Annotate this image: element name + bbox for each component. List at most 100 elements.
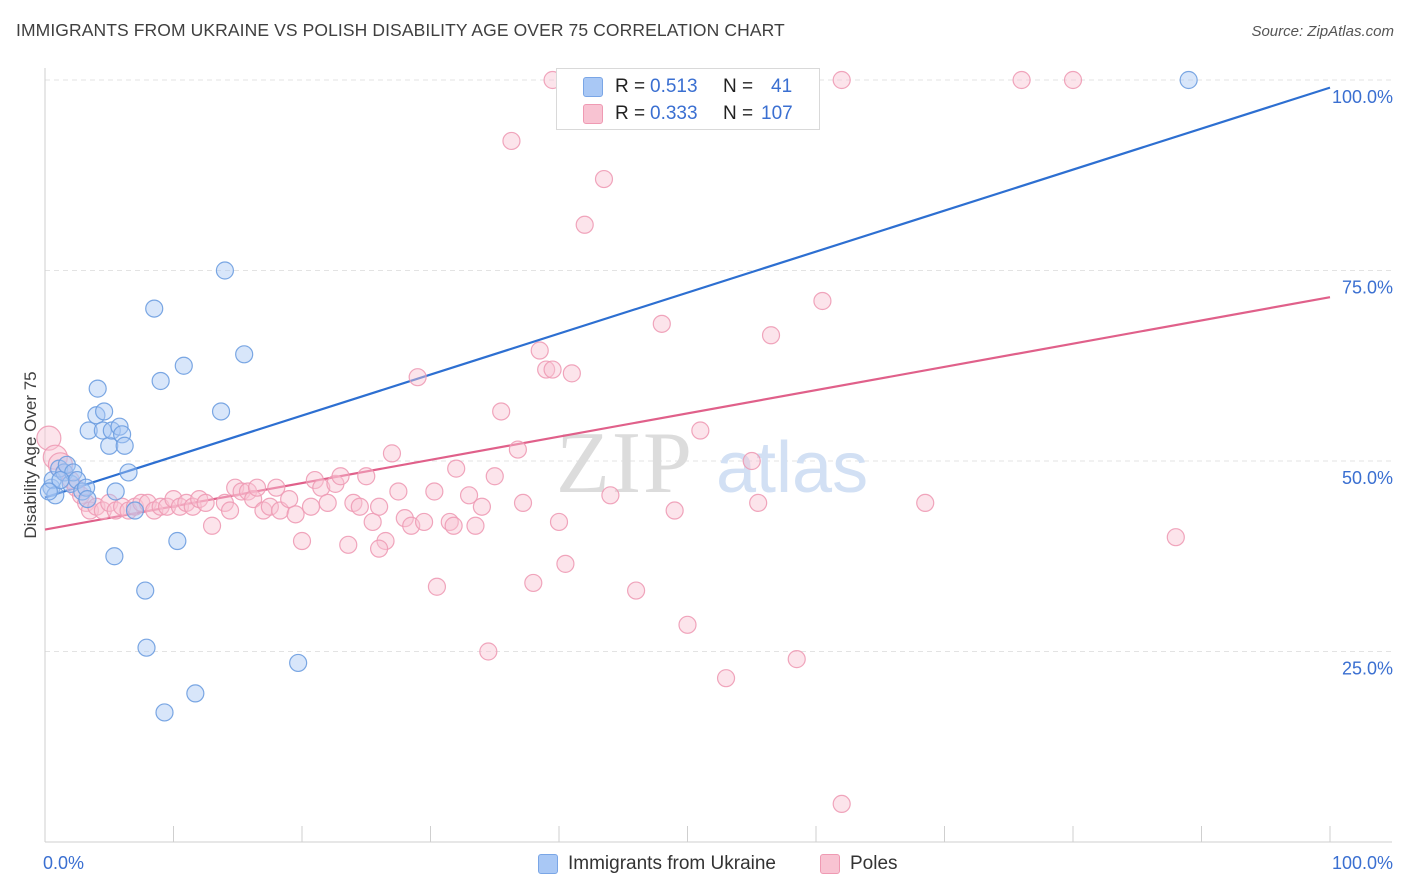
poles-point (530, 341, 549, 360)
ukraine-point (106, 482, 125, 501)
legend-r-value: 0.513 (650, 76, 698, 97)
poles-point (749, 493, 768, 513)
poles-point (363, 512, 382, 532)
ukraine-point (105, 547, 124, 566)
bottom-legend-swatch-ukraine (538, 854, 558, 874)
poles-point (444, 516, 463, 535)
poles-point (447, 459, 466, 478)
poles-point (408, 368, 427, 387)
poles-point (382, 444, 402, 463)
poles-point (260, 497, 279, 516)
ukraine-point (186, 684, 205, 703)
ukraine-point (79, 421, 98, 440)
poles-point (502, 131, 521, 151)
ukraine-point (145, 299, 164, 318)
poles-point (832, 70, 851, 90)
poles-point (376, 531, 395, 551)
y-tick-label: 100.0% (1332, 87, 1393, 107)
watermark-atlas: atlas (716, 428, 868, 508)
ukraine-point (151, 371, 170, 391)
ukraine-point (215, 261, 234, 280)
bottom-legend-label-poles: Poles (850, 853, 898, 874)
poles-point (244, 490, 263, 509)
y-axis-label: Disability Age Over 75 (21, 371, 40, 538)
poles-point (339, 535, 358, 554)
ukraine-point (211, 402, 231, 421)
poles-point (537, 360, 556, 379)
legend-swatch-ukraine (583, 77, 603, 97)
bottom-legend-poles[interactable]: Poles (820, 852, 898, 876)
poles-point (1166, 528, 1185, 547)
poles-point (601, 486, 620, 505)
axes (44, 68, 1392, 843)
poles-point (742, 451, 761, 471)
poles-point (1063, 70, 1083, 90)
poles-point (652, 314, 671, 333)
poles-point (916, 493, 935, 513)
poles-point (220, 501, 240, 520)
legend-n-label: N = (723, 76, 754, 97)
ukraine-point (136, 581, 155, 600)
legend-r-label: R = (615, 76, 646, 97)
x-tick-label: 0.0% (43, 853, 84, 873)
ukraine-point (119, 463, 138, 482)
poles-point (472, 497, 491, 516)
poles-point (832, 794, 851, 814)
poles-point (425, 482, 444, 501)
legend-r-value: 0.333 (650, 103, 698, 124)
bottom-legend-ukraine[interactable]: Immigrants from Ukraine (538, 852, 776, 876)
ukraine-point (57, 455, 76, 474)
data-points (36, 70, 1198, 814)
bottom-legend-label-ukraine: Immigrants from Ukraine (568, 853, 776, 874)
ukraine-point (1179, 70, 1198, 90)
poles-point (427, 577, 447, 596)
poles-point (414, 512, 434, 532)
poles-point (479, 642, 498, 661)
poles-point (508, 440, 527, 459)
poles-point (524, 573, 543, 593)
watermark-zip: ZIP (556, 415, 694, 512)
ukraine-point (95, 402, 114, 421)
poles-point (761, 326, 781, 345)
bottom-legend-swatch-poles (820, 854, 840, 874)
y-tick-label: 25.0% (1342, 659, 1393, 679)
poles-point (370, 497, 389, 516)
poles-point (318, 493, 337, 513)
ukraine-point (39, 482, 58, 501)
tick-labels: 25.0% 50.0% 75.0% 100.0% 0.0% 100.0% (43, 87, 1393, 873)
poles-point (267, 478, 286, 497)
legend-n-value: 41 (771, 76, 793, 97)
correlation-legend: R = 0.513 N = 41 R = 0.333 N = 107 (556, 68, 820, 130)
poles-point (331, 467, 350, 486)
poles-point (247, 478, 267, 497)
poles-point (357, 467, 376, 486)
poles-point (787, 650, 806, 669)
ukraine-point (78, 490, 97, 509)
ukraine-trend-line (44, 86, 1331, 499)
ukraine-point (100, 436, 119, 455)
watermark: ZIP atlas (556, 415, 868, 512)
poles-point (691, 421, 710, 440)
poles-point (665, 501, 684, 520)
poles-point (549, 512, 569, 532)
poles-point (301, 497, 321, 516)
poles-point (492, 402, 511, 421)
poles-point (459, 486, 479, 505)
poles-point (466, 516, 485, 535)
ukraine-point (112, 425, 132, 444)
poles-point (626, 581, 646, 600)
poles-point (1012, 70, 1031, 90)
ukraine-point (235, 345, 254, 364)
legend-r-label: R = (615, 103, 646, 124)
poles-point (312, 478, 331, 497)
poles-point (305, 470, 324, 490)
poles-point (370, 539, 389, 558)
poles-point (813, 291, 832, 311)
poles-point (716, 669, 736, 688)
trend-lines (44, 86, 1331, 531)
ukraine-point (137, 638, 156, 657)
poles-point (395, 509, 414, 528)
poles-point (594, 169, 614, 189)
poles-point (93, 501, 112, 520)
